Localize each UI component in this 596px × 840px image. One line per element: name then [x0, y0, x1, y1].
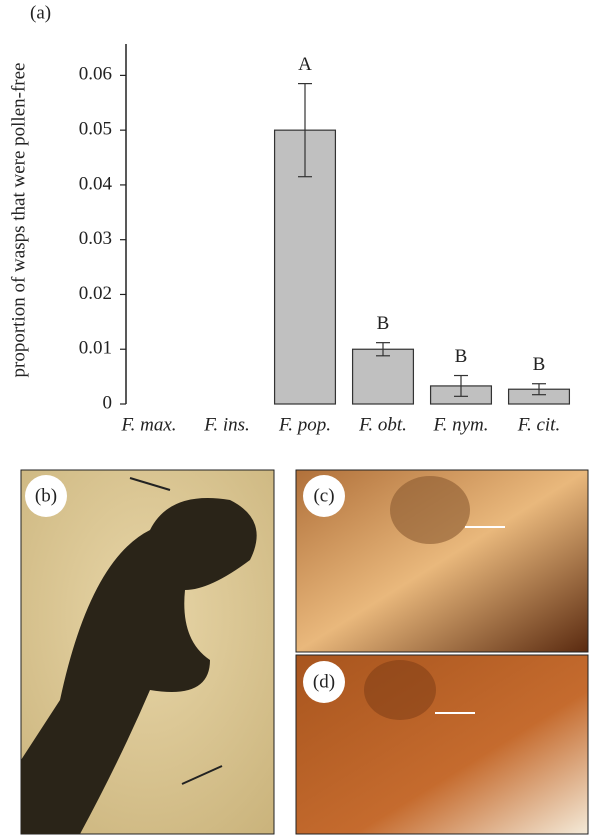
panel-label: (a) [30, 2, 51, 23]
y-axis-label: proportion of wasps that were pollen-fre… [8, 63, 29, 378]
y-tick-label: 0.02 [79, 283, 112, 304]
y-tick-label: 0 [103, 392, 113, 413]
x-tick-label: F. pop. [278, 414, 331, 435]
arrow [181, 765, 223, 785]
group-letter: A [298, 54, 312, 75]
group-letter: B [377, 313, 390, 334]
label-circle [303, 475, 345, 517]
panel-label: (c) [313, 485, 334, 506]
label-circle [25, 475, 67, 517]
y-tick-label: 0.05 [79, 119, 112, 140]
x-tick-label: F. obt. [358, 414, 407, 435]
y-tick-label: 0.04 [79, 173, 113, 194]
panel-label: (b) [35, 485, 57, 506]
x-tick-label: F. nym. [432, 414, 488, 435]
x-tick-label: F. ins. [203, 414, 250, 435]
x-tick-label: F. cit. [517, 414, 560, 435]
arrow [129, 477, 171, 491]
bar [351, 348, 415, 405]
y-tick-label: 0.06 [79, 64, 112, 85]
x-tick-label: F. max. [120, 414, 176, 435]
eye [364, 660, 436, 720]
eye [390, 476, 470, 544]
label-circle [303, 661, 345, 703]
y-tick-label: 0.03 [79, 228, 112, 249]
wasp [21, 498, 257, 834]
group-letter: B [533, 354, 546, 375]
photos: (b) (c) (d) [20, 469, 589, 835]
y-tick-label: 0.01 [79, 338, 112, 359]
group-letter: B [455, 346, 468, 367]
panel-label: (d) [313, 671, 335, 692]
